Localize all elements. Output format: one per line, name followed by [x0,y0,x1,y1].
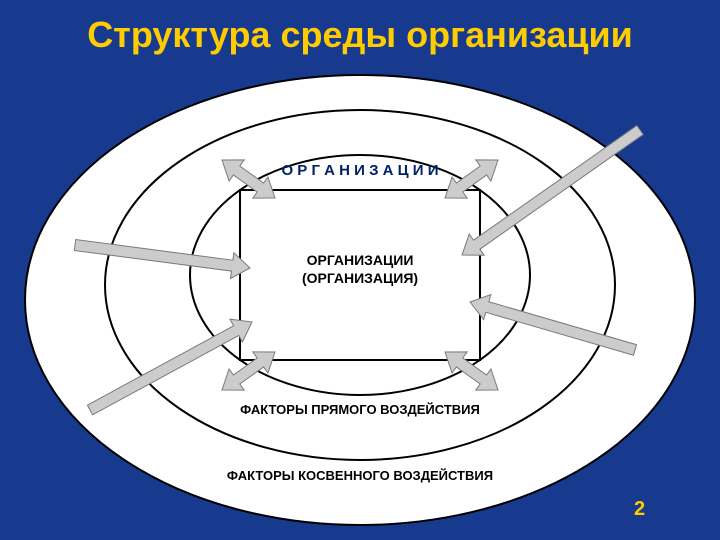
outer-ring-label: ФАКТОРЫ КОСВЕННОГО ВОЗДЕЙСТВИЯ [190,468,530,483]
inner-ring-label: О Р Г А Н И З А Ц И И [254,162,466,179]
middle-ring-label: ФАКТОРЫ ПРЯМОГО ВОЗДЕЙСТВИЯ [210,402,510,417]
page-number: 2 [634,498,645,521]
center-box-line1: ОРГАНИЗАЦИИ [260,252,460,268]
slide: Структура среды организации О Р Г А Н И … [0,0,720,540]
center-box-line2: (ОРГАНИЗАЦИЯ) [260,270,460,286]
slide-title: Структура среды организации [0,14,720,56]
